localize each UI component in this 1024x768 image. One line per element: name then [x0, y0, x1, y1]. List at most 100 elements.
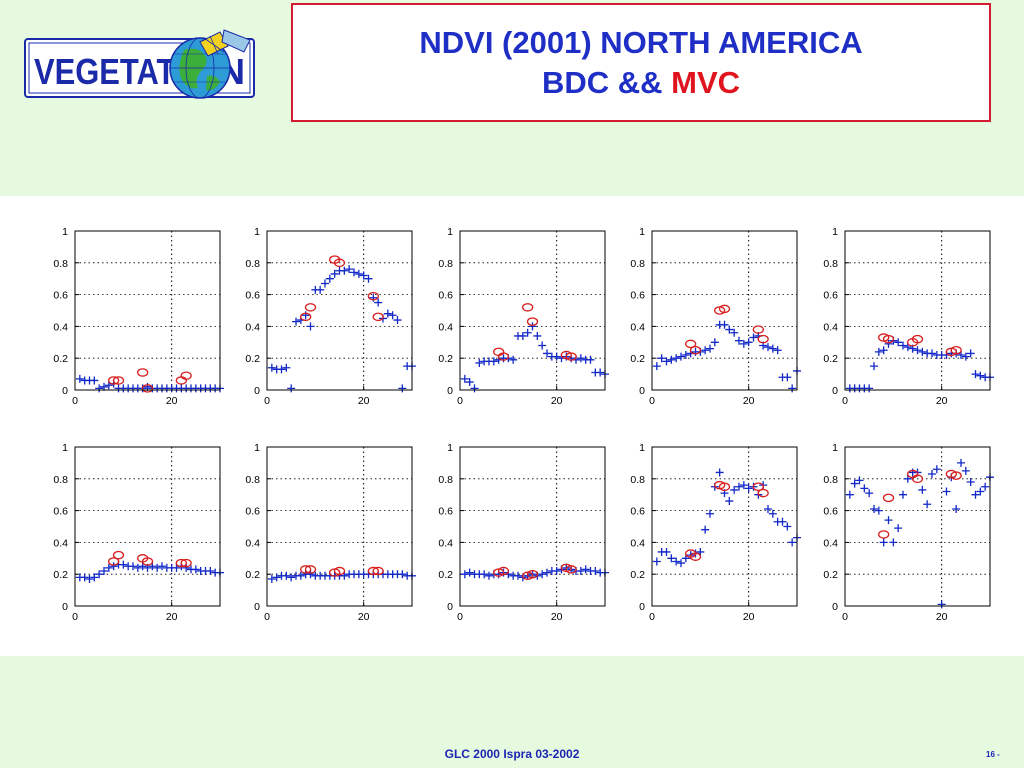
bdc-point	[398, 570, 407, 579]
bdc-point	[677, 352, 685, 361]
mvc-point	[878, 530, 890, 539]
bdc-point	[316, 285, 325, 294]
bdc-point	[104, 563, 113, 572]
y-tick-label: 0.4	[630, 321, 645, 333]
bdc-point	[928, 349, 936, 358]
bdc-point	[393, 316, 402, 325]
y-tick-label: 0.2	[438, 569, 453, 581]
vegetation-logo: VEGETATI N	[24, 29, 255, 99]
bdc-point	[340, 266, 349, 275]
mvc-point	[141, 557, 154, 566]
bdc-point	[952, 505, 961, 514]
y-tick-label: 0	[447, 601, 453, 613]
bdc-point	[870, 362, 878, 371]
x-tick-label: 20	[936, 395, 948, 407]
bdc-point	[730, 485, 739, 494]
bdc-point	[538, 341, 547, 350]
bdc-point	[374, 298, 383, 307]
bdc-point	[662, 357, 671, 366]
y-tick-label: 1	[639, 442, 645, 454]
plot-frame	[844, 446, 991, 607]
plot-area	[75, 447, 220, 606]
mvc-point	[565, 352, 577, 361]
y-tick-label: 0.6	[53, 506, 68, 518]
y-tick-label: 0.6	[438, 506, 453, 518]
bdc-point	[879, 538, 888, 547]
bdc-point	[706, 344, 714, 353]
plot-frame	[266, 230, 413, 391]
mvc-point	[522, 303, 534, 312]
y-tick-label: 0.6	[438, 290, 453, 302]
bdc-point	[739, 339, 748, 348]
bdc-point	[586, 355, 595, 364]
mvc-point	[689, 345, 702, 355]
bdc-point	[576, 567, 585, 576]
bdc-point	[460, 374, 469, 383]
bdc-point	[788, 538, 797, 547]
page-number: 16 -	[986, 750, 1000, 759]
x-tick-label: 20	[743, 611, 755, 623]
y-tick-label: 0.2	[53, 569, 68, 581]
bdc-point	[133, 563, 142, 572]
bdc-point	[889, 538, 898, 547]
y-tick-label: 0.4	[823, 321, 838, 333]
mvc-point	[333, 566, 346, 576]
x-tick-label: 20	[551, 395, 563, 407]
bdc-point	[480, 570, 489, 579]
bdc-point	[923, 500, 932, 509]
bdc-point	[596, 368, 605, 377]
bdc-point	[543, 349, 551, 358]
bdc-point	[552, 352, 561, 361]
plot-area	[652, 447, 797, 606]
y-tick-label: 0.2	[438, 353, 453, 365]
bdc-point	[509, 355, 518, 364]
mvc-point	[304, 565, 317, 574]
x-tick-label: 0	[649, 611, 655, 623]
mvc-point	[137, 368, 149, 377]
y-tick-label: 0	[832, 601, 838, 613]
bdc-point	[354, 269, 363, 278]
y-tick-label: 0.8	[53, 258, 68, 270]
y-tick-label: 0.4	[245, 537, 260, 549]
mvc-point	[108, 376, 120, 385]
mvc-point	[718, 304, 731, 314]
bdc-point	[937, 600, 946, 609]
mvc-point	[112, 376, 125, 385]
mvc-point	[757, 334, 769, 344]
bdc-point	[735, 336, 743, 345]
mvc-point	[911, 334, 924, 344]
y-tick-label: 0.4	[53, 537, 68, 549]
y-tick-label: 0.8	[438, 474, 453, 486]
bdc-point	[768, 344, 777, 353]
bdc-point	[715, 468, 724, 477]
bdc-point	[95, 384, 104, 393]
y-tick-label: 0.8	[438, 258, 453, 270]
bdc-point	[961, 466, 970, 475]
y-tick-label: 0.4	[245, 321, 260, 333]
mvc-point	[497, 352, 510, 361]
bdc-point	[778, 517, 787, 526]
mvc-point	[526, 317, 539, 326]
y-tick-label: 0.6	[245, 506, 260, 518]
y-tick-label: 1	[62, 226, 68, 238]
mvc-point	[141, 384, 154, 393]
y-tick-label: 0.4	[630, 537, 645, 549]
bdc-point	[282, 363, 291, 372]
x-tick-label: 0	[842, 611, 848, 623]
bdc-point	[928, 470, 936, 479]
bdc-point	[667, 355, 676, 364]
satellite-icon	[199, 29, 251, 57]
bdc-point	[662, 547, 671, 556]
plot-area	[460, 447, 605, 606]
bdc-point	[90, 376, 99, 385]
bdc-point	[913, 346, 922, 355]
bdc-point	[706, 509, 714, 518]
bdc-point	[879, 346, 888, 355]
mvc-point	[565, 565, 577, 574]
bdc-point	[591, 567, 600, 576]
x-tick-label: 20	[936, 611, 948, 623]
bdc-point	[153, 563, 162, 572]
bdc-point	[518, 331, 527, 340]
x-tick-label: 20	[743, 395, 755, 407]
bdc-point	[735, 482, 743, 491]
